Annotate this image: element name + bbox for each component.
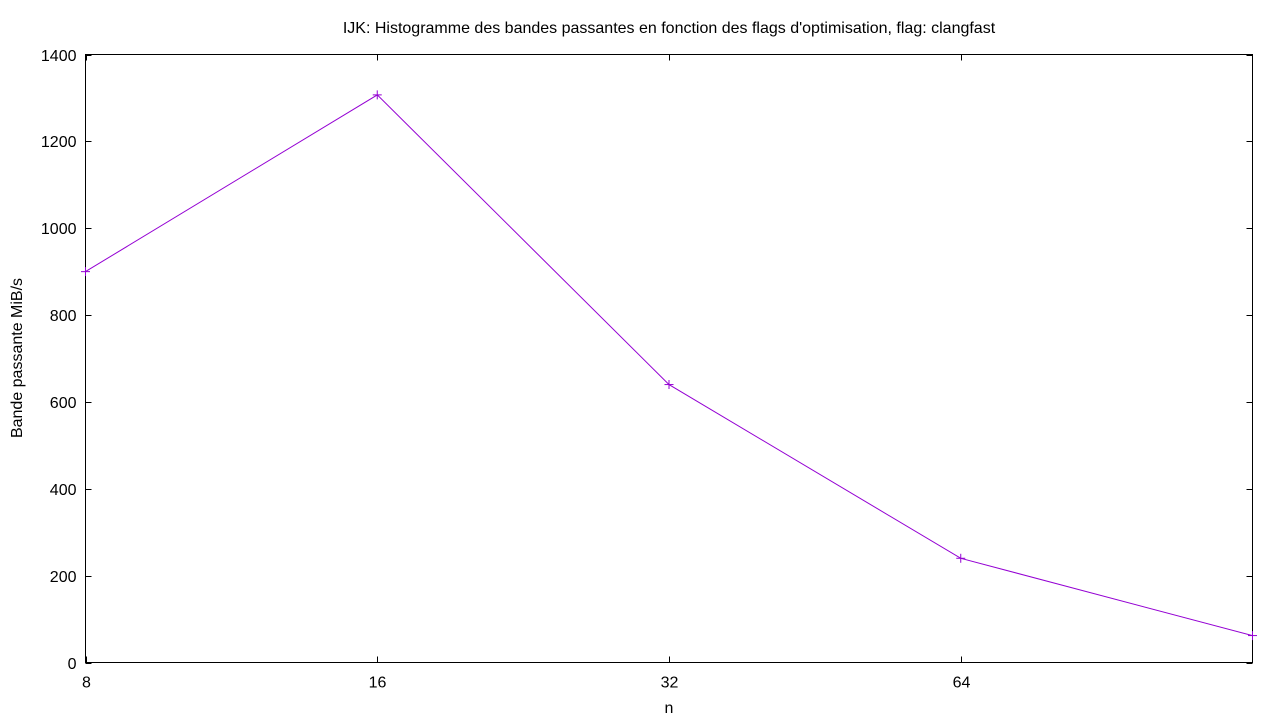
x-tick-label: 64	[953, 675, 971, 692]
series-line	[85, 94, 1253, 637]
plot-frame	[85, 54, 1253, 663]
data-point	[664, 380, 674, 390]
data-point	[372, 90, 382, 100]
chart-title: IJK: Histogramme des bandes passantes en…	[343, 20, 996, 37]
data-point	[956, 553, 966, 563]
y-tick-label: 1000	[41, 221, 77, 238]
data-point	[81, 267, 90, 277]
data-point	[1248, 631, 1257, 641]
y-tick-label: 800	[50, 308, 77, 325]
y-tick-label: 1200	[41, 134, 77, 151]
x-axis-label: n	[665, 700, 674, 717]
y-tick-label: 200	[50, 569, 77, 586]
y-tick-label: 1400	[41, 48, 77, 65]
x-tick-label: 32	[661, 675, 679, 692]
series-layer	[81, 90, 1257, 641]
x-axis-ticks: 8 16 32 64	[82, 54, 971, 692]
y-axis-label: Bande passante MiB/s	[9, 278, 26, 438]
y-axis-ticks: 0 200 400 600 800 1000 1200 1400	[41, 48, 1253, 673]
y-tick-label: 600	[50, 395, 77, 412]
x-tick-label: 16	[369, 675, 387, 692]
y-tick-label: 0	[68, 656, 77, 673]
x-tick-label: 8	[82, 675, 91, 692]
y-tick-label: 400	[50, 482, 77, 499]
